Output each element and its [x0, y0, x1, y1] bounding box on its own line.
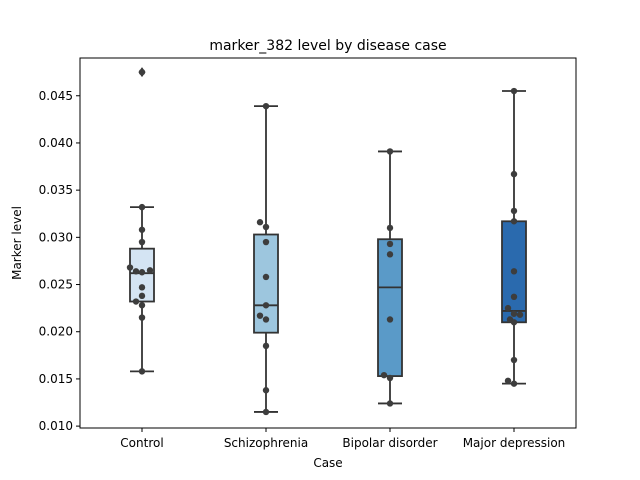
data-point — [138, 292, 146, 300]
data-point — [138, 269, 146, 276]
data-point — [262, 302, 270, 309]
chart-title: marker_382 level by disease case — [209, 38, 446, 54]
data-point — [262, 238, 270, 246]
data-point — [132, 268, 140, 275]
data-point — [262, 316, 270, 323]
data-point — [510, 293, 518, 301]
data-point — [262, 223, 270, 231]
data-point — [380, 371, 388, 379]
x-axis-label: Case — [313, 456, 342, 470]
data-point — [386, 400, 394, 407]
y-tick-label: 0.030 — [39, 230, 73, 244]
data-point — [138, 226, 146, 233]
data-point — [262, 342, 270, 350]
data-point — [386, 148, 394, 155]
data-point — [386, 240, 394, 248]
y-tick-label: 0.020 — [39, 325, 73, 339]
data-point — [256, 219, 264, 226]
y-tick-label: 0.025 — [39, 278, 73, 292]
x-tick-label: Bipolar disorder — [342, 436, 437, 450]
data-point — [138, 203, 146, 211]
data-point — [386, 316, 394, 323]
x-tick-label: Schizophrenia — [224, 436, 308, 450]
data-point — [504, 304, 512, 312]
data-point — [504, 377, 512, 385]
data-point — [126, 264, 134, 271]
data-point — [262, 408, 270, 416]
data-point — [262, 102, 270, 110]
y-tick-label: 0.040 — [39, 136, 73, 150]
y-tick-label: 0.035 — [39, 183, 73, 197]
data-point — [510, 207, 518, 215]
data-point — [516, 311, 524, 318]
data-point — [510, 268, 518, 275]
x-tick-label: Major depression — [463, 436, 566, 450]
y-tick-label: 0.010 — [39, 419, 73, 433]
data-point — [132, 298, 140, 305]
data-point — [138, 302, 146, 309]
data-point — [138, 68, 146, 76]
data-point — [510, 310, 518, 317]
y-tick-label: 0.045 — [39, 89, 73, 103]
data-point — [510, 319, 518, 326]
iqr-box — [377, 238, 403, 377]
data-point — [510, 218, 518, 225]
data-point — [510, 170, 518, 178]
y-axis-label: Marker level — [10, 206, 24, 280]
data-point — [138, 238, 146, 246]
data-point — [386, 374, 394, 382]
y-tick-label: 0.015 — [39, 372, 73, 386]
data-point — [386, 251, 394, 258]
x-tick-label: Control — [120, 436, 163, 450]
data-point — [146, 267, 154, 274]
data-point — [262, 273, 270, 281]
data-point — [510, 87, 518, 95]
data-point — [510, 380, 518, 387]
data-point — [138, 284, 146, 291]
data-point — [510, 356, 518, 364]
data-point — [262, 387, 270, 394]
data-point — [138, 368, 146, 375]
data-point — [386, 224, 394, 232]
plot-frame — [79, 57, 577, 429]
plot-area: 0.010 0.015 0.020 0.025 0.030 0.035 0.040 0.045… — [39, 67, 566, 450]
data-point — [256, 312, 264, 319]
data-point — [138, 314, 146, 321]
